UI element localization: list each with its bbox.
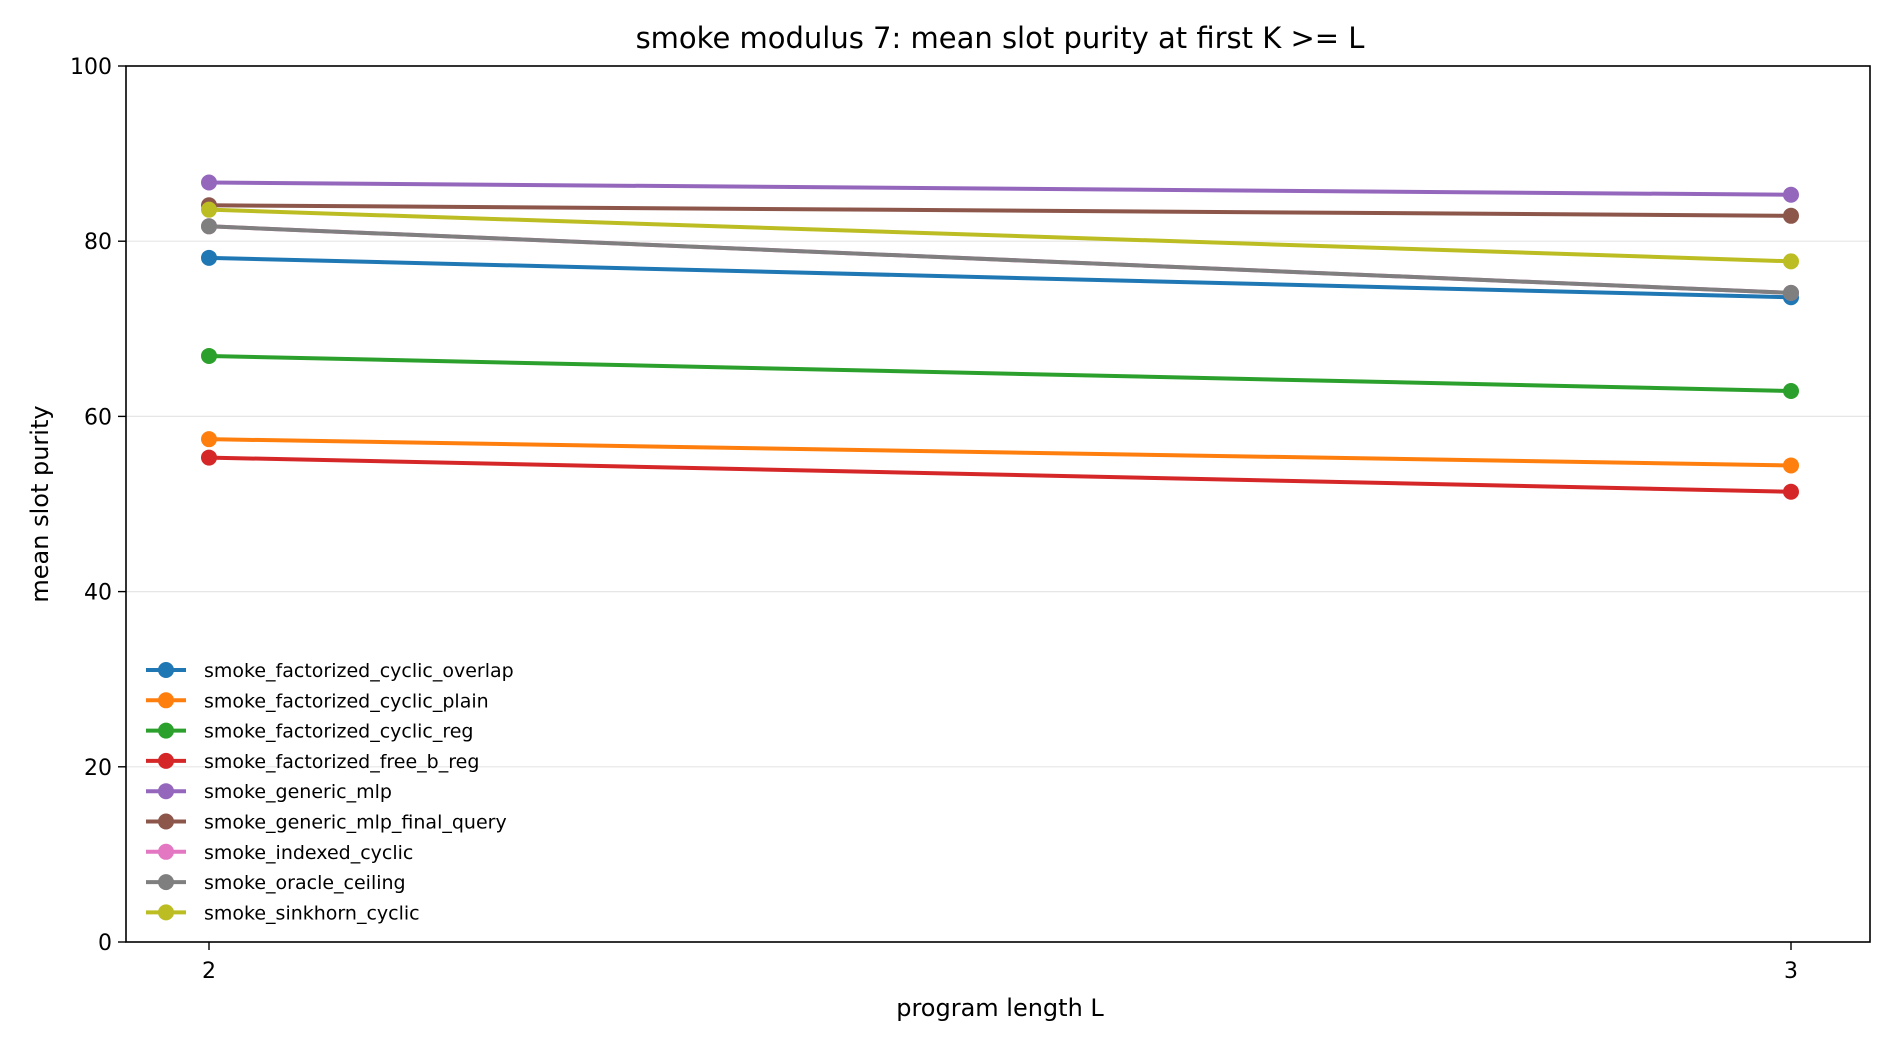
- series-line: [207, 255, 1793, 300]
- legend-entry: smoke_sinkhorn_cyclic: [146, 902, 420, 924]
- data-point: [1783, 284, 1799, 301]
- series-smoke_generic_mlp: [201, 174, 1799, 203]
- legend-marker: [158, 692, 174, 709]
- legend: smoke_factorized_cyclic_overlap smoke_fac…: [146, 660, 514, 924]
- plot-frame: [125, 65, 1871, 943]
- series-line: [207, 207, 1793, 264]
- legend-marker: [158, 904, 174, 921]
- data-point: [201, 347, 217, 364]
- legend-marker: [158, 722, 174, 739]
- chart-title: smoke modulus 7: mean slot purity at fir…: [636, 21, 1365, 55]
- legend-entry: smoke_oracle_ceiling: [146, 872, 406, 894]
- x-tick-label: 3: [1784, 959, 1798, 984]
- data-point: [1783, 207, 1799, 224]
- axes: 0 20 40 60 80 100 2 3: [70, 55, 1798, 984]
- data-point: [1783, 253, 1799, 270]
- data-point: [1783, 483, 1799, 500]
- series-line: [207, 437, 1793, 468]
- legend-label: smoke_factorized_cyclic_plain: [204, 690, 489, 712]
- legend-label: smoke_indexed_cyclic: [204, 842, 413, 864]
- series-smoke_factorized_cyclic_reg: [201, 347, 1799, 399]
- legend-entry: smoke_generic_mlp: [146, 781, 392, 803]
- grid: [126, 240, 1870, 768]
- series-layer: [201, 174, 1799, 500]
- legend-label: smoke_generic_mlp_final_query: [204, 812, 507, 834]
- legend-marker: [158, 783, 174, 800]
- legend-entry: smoke_factorized_cyclic_reg: [146, 721, 474, 743]
- legend-entry: smoke_factorized_free_b_reg: [146, 751, 479, 773]
- legend-entry: smoke_factorized_cyclic_plain: [146, 690, 489, 712]
- legend-marker: [158, 662, 174, 678]
- data-point: [1783, 457, 1799, 474]
- y-tick-label: 60: [84, 405, 112, 430]
- data-point: [201, 218, 217, 235]
- series-smoke_factorized_cyclic_plain: [201, 431, 1799, 474]
- legend-entry: smoke_indexed_cyclic: [146, 842, 413, 864]
- data-point: [201, 249, 217, 266]
- series-line: [207, 203, 1793, 218]
- legend-label: smoke_factorized_free_b_reg: [204, 751, 479, 773]
- x-axis-label: program length L: [896, 994, 1104, 1022]
- legend-entry: smoke_factorized_cyclic_overlap: [146, 660, 514, 682]
- legend-marker: [158, 813, 174, 830]
- legend-label: smoke_sinkhorn_cyclic: [204, 902, 420, 924]
- data-point: [201, 201, 217, 218]
- legend-entry: smoke_generic_mlp_final_query: [146, 812, 507, 834]
- legend-marker: [158, 752, 174, 769]
- data-point: [1783, 186, 1799, 203]
- data-point: [1783, 382, 1799, 399]
- series-smoke_sinkhorn_cyclic: [201, 201, 1799, 270]
- y-tick-label: 80: [84, 230, 112, 255]
- legend-label: smoke_factorized_cyclic_overlap: [204, 660, 514, 682]
- y-axis-label: mean slot purity: [26, 405, 54, 602]
- data-point: [201, 449, 217, 466]
- legend-marker: [158, 843, 174, 860]
- y-tick-label: 100: [70, 55, 112, 80]
- y-tick-label: 40: [84, 581, 112, 606]
- y-tick-label: 0: [98, 931, 112, 956]
- series-smoke_factorized_free_b_reg: [201, 449, 1799, 500]
- legend-marker: [158, 874, 174, 891]
- x-tick-label: 2: [202, 959, 216, 984]
- series-line: [207, 455, 1793, 494]
- series-smoke_oracle_ceiling: [201, 218, 1799, 301]
- legend-label: smoke_generic_mlp: [204, 781, 392, 803]
- legend-label: smoke_factorized_cyclic_reg: [204, 721, 474, 743]
- y-tick-label: 20: [84, 756, 112, 781]
- series-line: [207, 180, 1793, 197]
- legend-label: smoke_oracle_ceiling: [204, 872, 406, 894]
- series-line: [207, 353, 1793, 393]
- data-point: [201, 174, 217, 191]
- data-point: [201, 431, 217, 448]
- series-line: [207, 224, 1793, 295]
